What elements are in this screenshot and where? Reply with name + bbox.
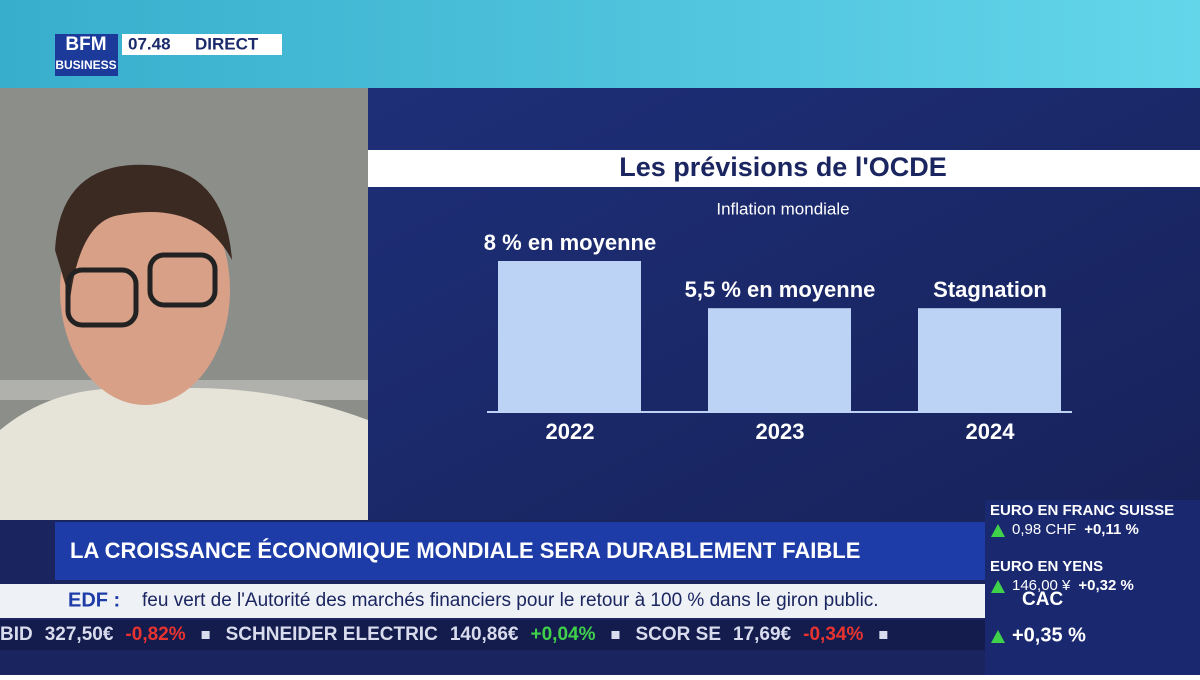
bar <box>498 261 641 412</box>
person-face <box>60 175 230 405</box>
logo-bottom: BUSINESS <box>55 58 116 72</box>
bar-label: Stagnation <box>933 277 1047 302</box>
news-text: feu vert de l'Autorité des marchés finan… <box>142 590 879 611</box>
market-change: +0,35 % <box>1012 624 1086 646</box>
market-change: +0,11 % <box>1084 521 1139 538</box>
ticker-price: 17,69€ <box>733 624 792 645</box>
title-strip <box>368 150 1200 187</box>
person-shirt <box>0 388 368 520</box>
market-name: CAC <box>1022 589 1063 610</box>
change-arrow <box>991 630 1005 643</box>
market-change: +0,32 % <box>1078 577 1133 594</box>
bar <box>918 308 1061 412</box>
ticker-price: 327,50€ <box>45 624 114 645</box>
market-name: EURO EN YENS <box>990 558 1103 575</box>
ticker-separator <box>879 631 888 639</box>
bar-label: 8 % en moyenne <box>484 230 656 255</box>
clock-box <box>122 34 282 55</box>
ticker-change: +0,04% <box>531 624 596 645</box>
ticker-change: -0,34% <box>803 624 863 645</box>
market-name: EURO EN FRANC SUISSE <box>990 502 1174 519</box>
x-tick-label: 2022 <box>546 419 595 444</box>
bar-label: 5,5 % en moyenne <box>685 277 876 302</box>
ticker-bar <box>0 620 985 650</box>
x-tick-label: 2024 <box>966 419 1016 444</box>
bar <box>708 308 851 412</box>
ticker-price: 140,86€ <box>450 624 519 645</box>
market-price: 146,00 ¥ <box>1012 577 1071 594</box>
ticker-name: BID <box>0 624 33 645</box>
live-label: DIRECT <box>195 34 259 53</box>
chart-subtitle: Inflation mondiale <box>716 199 849 218</box>
logo-box <box>55 34 118 76</box>
clock: 07.48 <box>128 34 171 53</box>
ticker-separator <box>611 631 620 639</box>
person-hair <box>55 164 232 300</box>
glasses-left <box>65 267 139 328</box>
glasses-right <box>147 252 218 308</box>
headline: LA CROISSANCE ÉCONOMIQUE MONDIALE SERA D… <box>70 538 860 563</box>
ticker-separator <box>201 631 210 639</box>
change-arrow <box>991 524 1005 537</box>
x-tick-label: 2023 <box>756 419 805 444</box>
news-bar <box>0 584 985 618</box>
market-price: 0,98 CHF <box>1012 521 1076 538</box>
markets-panel <box>985 500 1200 675</box>
ticker-change: -0,82% <box>125 624 185 645</box>
ticker-name: SCOR SE <box>635 624 721 645</box>
ticker-name: SCHNEIDER ELECTRIC <box>226 624 438 645</box>
change-arrow <box>991 580 1005 593</box>
news-source: EDF : <box>68 589 120 611</box>
logo-top: BFM <box>65 34 106 55</box>
headline-bar <box>55 522 985 580</box>
chart-title: Les prévisions de l'OCDE <box>619 152 947 182</box>
